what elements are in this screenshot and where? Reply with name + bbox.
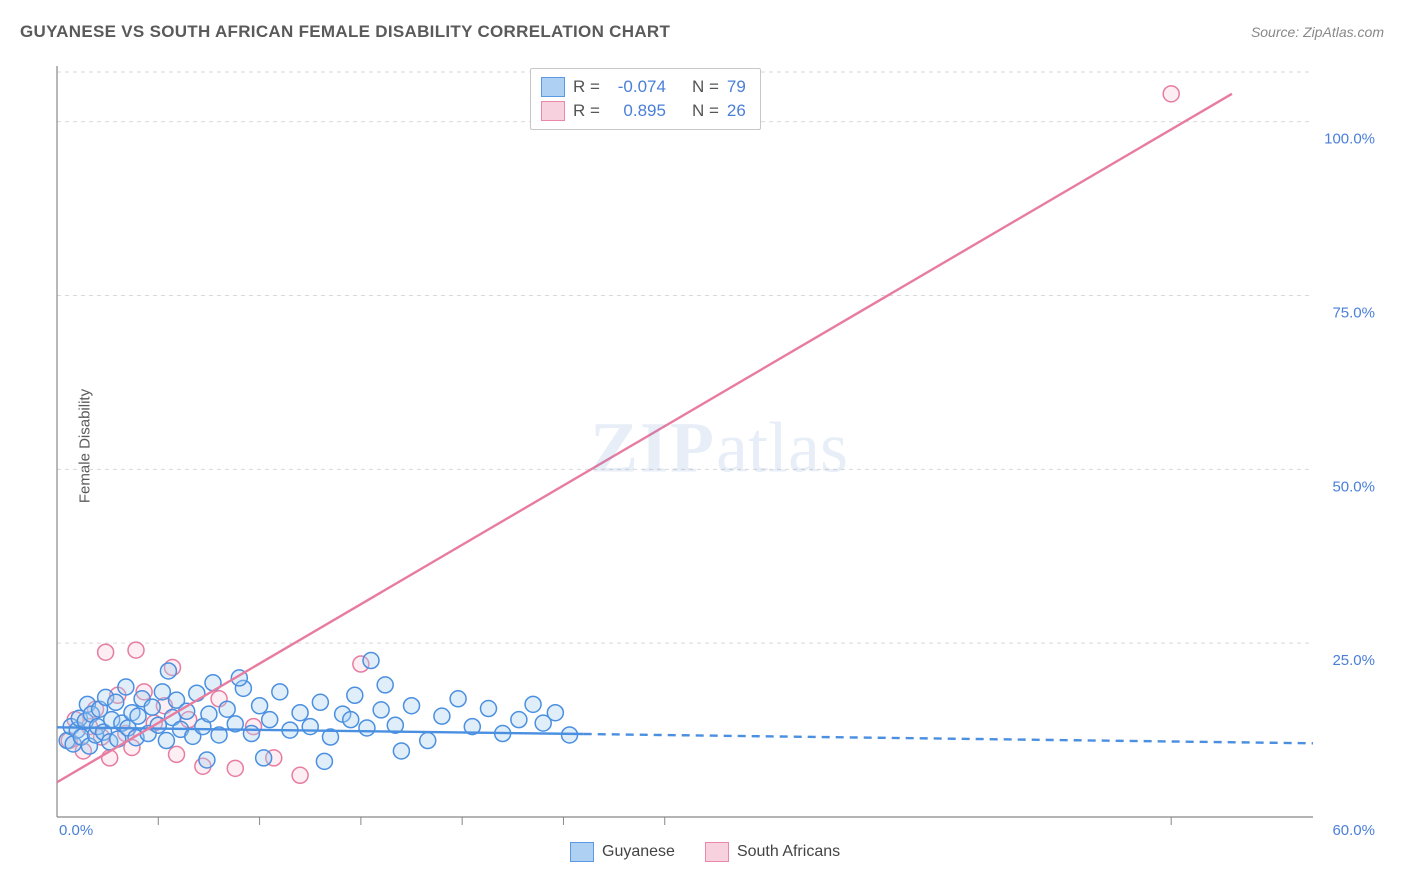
legend-series-label: South Africans — [737, 843, 840, 861]
n-label: N = — [692, 77, 719, 97]
svg-text:0.0%: 0.0% — [59, 822, 93, 835]
legend-series-item: Guyanese — [570, 842, 675, 862]
r-value: 0.895 — [608, 101, 666, 121]
legend-series-label: Guyanese — [602, 843, 675, 861]
r-label: R = — [573, 101, 600, 121]
n-value: 26 — [727, 101, 746, 121]
scatter-chart: 25.0% 50.0% 75.0% 100.0% 0.0% 60.0% — [55, 60, 1383, 835]
legend-swatch — [570, 842, 594, 862]
legend-series-item: South Africans — [705, 842, 840, 862]
chart-title: GUYANESE VS SOUTH AFRICAN FEMALE DISABIL… — [20, 22, 670, 42]
r-label: R = — [573, 77, 600, 97]
svg-text:25.0%: 25.0% — [1332, 652, 1375, 669]
source-attribution: Source: ZipAtlas.com — [1251, 24, 1384, 40]
svg-text:60.0%: 60.0% — [1332, 822, 1375, 835]
svg-text:50.0%: 50.0% — [1332, 478, 1375, 495]
plot-area: 25.0%50.0%75.0%100.0%0.0%60.0% ZIPatlas … — [55, 60, 1383, 835]
n-label: N = — [692, 101, 719, 121]
series-legend: Guyanese South Africans — [570, 842, 840, 862]
n-value: 79 — [727, 77, 746, 97]
svg-text:75.0%: 75.0% — [1332, 304, 1375, 321]
svg-text:100.0%: 100.0% — [1324, 131, 1375, 148]
correlation-legend: R = -0.074 N = 79 R = 0.895 N = 26 — [530, 68, 761, 130]
legend-swatch — [705, 842, 729, 862]
legend-stat-row: R = -0.074 N = 79 — [541, 75, 746, 99]
legend-swatch — [541, 101, 565, 121]
legend-stat-row: R = 0.895 N = 26 — [541, 99, 746, 123]
legend-swatch — [541, 77, 565, 97]
r-value: -0.074 — [608, 77, 666, 97]
